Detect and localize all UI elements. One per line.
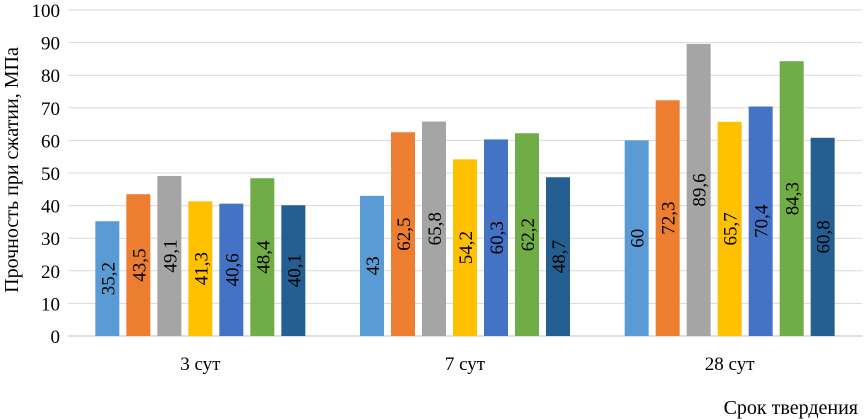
- bar-data-label: 40,6: [222, 253, 243, 286]
- bar-data-label: 60,3: [487, 221, 508, 254]
- bar: [250, 178, 275, 336]
- bar: [515, 133, 539, 336]
- bar-data-label: 49,1: [160, 239, 181, 272]
- bar-data-label: 70,4: [752, 204, 773, 238]
- bar: [779, 61, 804, 336]
- bar: [748, 106, 773, 336]
- y-axis-title: Прочность при сжатии, МПа: [1, 47, 23, 293]
- bar: [453, 159, 477, 336]
- bar-labels: 35,2 43,5 49,1 41,3 40,6 48,4 40,1 43 62,5 65,8 54…: [98, 173, 834, 295]
- bar-data-label: 48,4: [253, 240, 274, 274]
- bar-data-label: 65,8: [425, 212, 446, 245]
- x-category-label: 3 сут: [180, 354, 221, 375]
- bar: [219, 203, 244, 336]
- bar-data-label: 43: [363, 256, 384, 275]
- y-tick-label: 10: [41, 294, 60, 315]
- x-category-labels: 3 сут 7 сут 28 сут: [180, 354, 755, 375]
- bar-data-label: 62,2: [518, 218, 539, 251]
- bar-data-label: 48,7: [549, 240, 570, 273]
- y-tick-label: 50: [41, 164, 60, 185]
- bar: [281, 205, 306, 336]
- bar-data-label: 72,3: [659, 202, 680, 235]
- bar-data-label: 89,6: [690, 173, 711, 206]
- bar: [686, 43, 711, 337]
- bar: [546, 177, 570, 336]
- y-tick-label: 90: [41, 34, 60, 55]
- bars: [95, 43, 835, 337]
- bar: [484, 139, 508, 336]
- bar: [188, 201, 213, 336]
- x-axis-title: Срок твердения: [724, 397, 858, 419]
- bar: [717, 121, 742, 337]
- bar: [126, 194, 151, 336]
- bar: [422, 121, 446, 336]
- bar: [157, 175, 182, 336]
- bar-data-label: 54,2: [456, 231, 477, 264]
- y-tick-label: 20: [41, 262, 60, 283]
- bar-data-label: 65,7: [721, 212, 742, 245]
- y-tick-label: 100: [32, 1, 61, 22]
- bar: [655, 100, 680, 336]
- bar-data-label: 84,3: [783, 182, 804, 215]
- y-tick-label: 30: [41, 229, 60, 250]
- x-category-label: 7 сут: [445, 354, 486, 375]
- bar: [624, 140, 649, 336]
- x-category-label: 28 сут: [705, 354, 755, 375]
- bar: [360, 195, 384, 336]
- bar: [810, 137, 835, 336]
- y-tick-label: 70: [41, 99, 60, 120]
- bar-data-label: 41,3: [191, 252, 212, 285]
- bar-data-label: 60,8: [814, 220, 835, 253]
- bar-data-label: 43,5: [129, 248, 150, 281]
- y-tick-label: 40: [41, 197, 60, 218]
- bar: [95, 221, 120, 336]
- bar-data-label: 62,5: [394, 218, 415, 251]
- bar: [391, 132, 415, 336]
- bar-data-label: 60: [628, 229, 649, 248]
- y-tick-label: 80: [41, 66, 60, 87]
- bar-data-label: 40,1: [284, 254, 305, 287]
- y-tick-labels: 0 10 20 30 40 50 60 70 80 90 100: [32, 1, 61, 348]
- bar-data-label: 35,2: [98, 262, 119, 295]
- y-tick-label: 60: [41, 131, 60, 152]
- y-tick-label: 0: [51, 327, 61, 348]
